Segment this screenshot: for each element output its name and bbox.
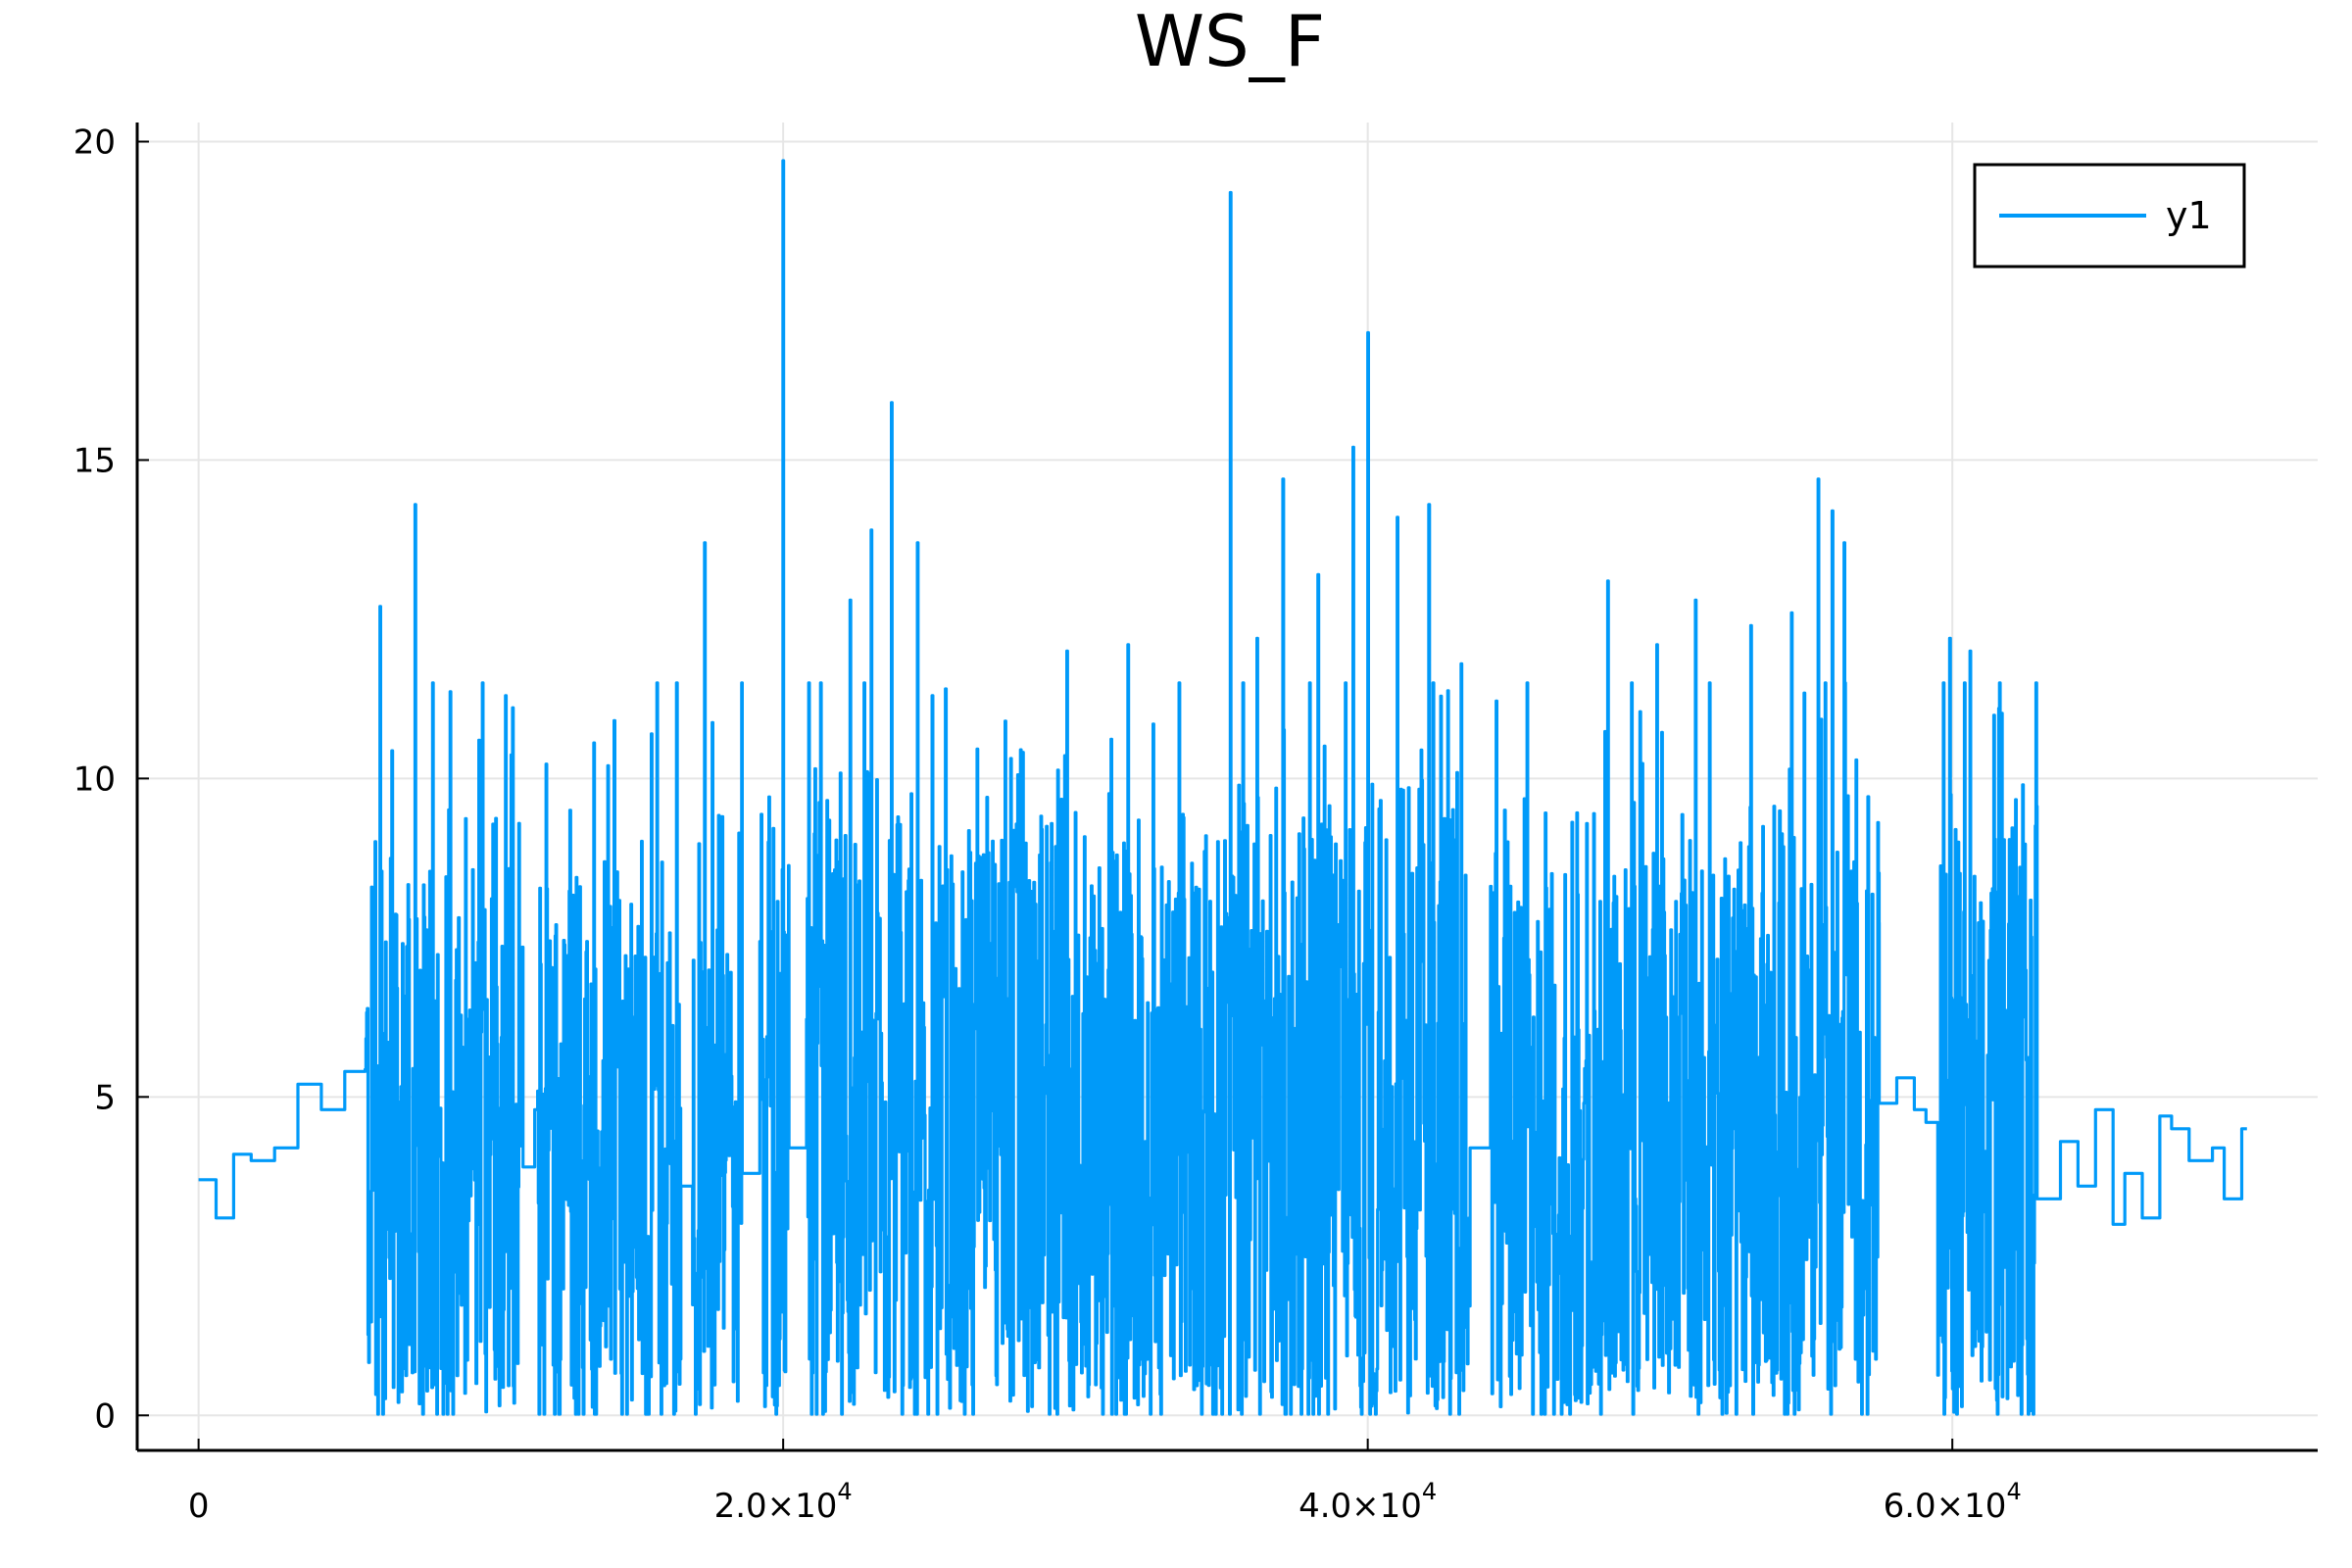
y-tick-label: 5 (94, 1078, 116, 1117)
x-tick-label: 0 (188, 1487, 210, 1526)
axes (135, 122, 2318, 1452)
legend-label-y1: y1 (2166, 194, 2212, 237)
legend: y1 (1973, 163, 2246, 269)
x-tick-label: 2.0×104 (714, 1478, 853, 1526)
x-tick-label: 4.0×104 (1298, 1478, 1437, 1526)
y-tick-label: 10 (74, 760, 116, 799)
y-tick-label: 15 (74, 441, 116, 480)
x-tick-label: 6.0×104 (1884, 1478, 2022, 1526)
chart-title: WS_F (1135, 0, 1325, 82)
y-tick-label: 20 (74, 122, 116, 162)
series-layer (198, 159, 2247, 1416)
series-line-y1 (198, 159, 2247, 1416)
tick-labels: 0 2.0×104 4.0×104 6.0×104 0 5 10 15 20 (74, 122, 2022, 1526)
y-tick-label: 0 (94, 1396, 116, 1436)
